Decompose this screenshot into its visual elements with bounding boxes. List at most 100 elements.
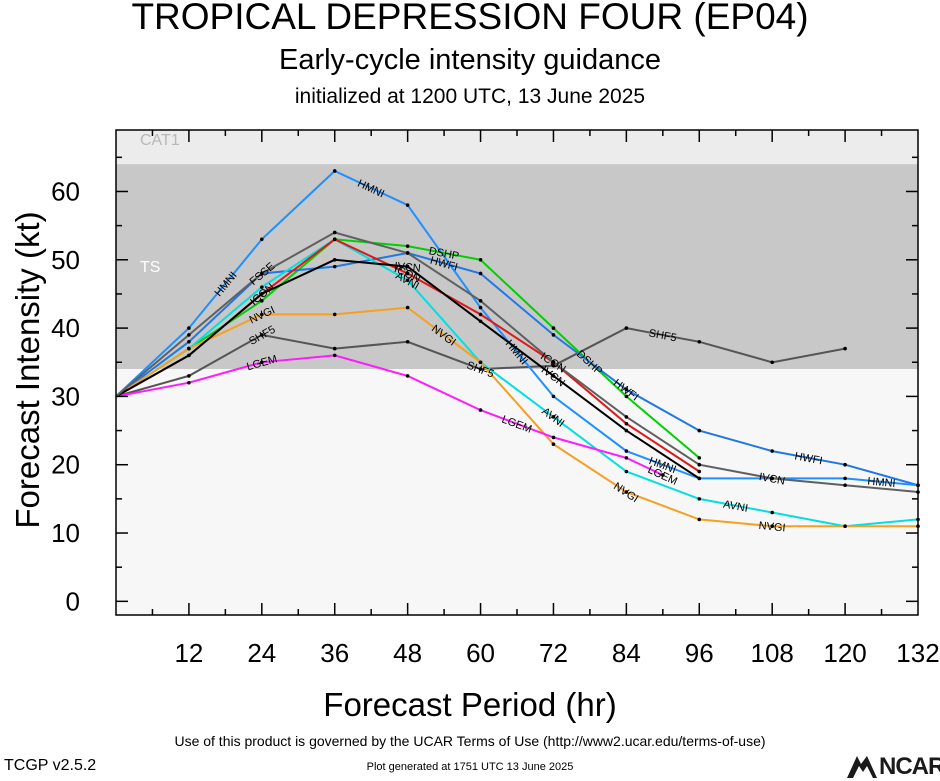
point-icon-8 bbox=[697, 469, 702, 474]
point-fsse-3 bbox=[332, 230, 337, 235]
point-fsse-1 bbox=[187, 333, 191, 337]
point-fsse-8 bbox=[697, 462, 702, 467]
x-tick-label-84: 84 bbox=[612, 638, 641, 668]
point-dshp-6 bbox=[551, 326, 556, 330]
point-hmni-6 bbox=[551, 394, 556, 399]
series-label-hmni-4: HMNI bbox=[867, 475, 896, 490]
point-fsse-6 bbox=[551, 360, 556, 365]
point-lgem-2 bbox=[260, 360, 264, 365]
point-dshp-2 bbox=[260, 298, 264, 303]
point-avni-9 bbox=[770, 510, 774, 515]
point-hmni-2 bbox=[260, 237, 264, 242]
point-fsse-7 bbox=[624, 415, 629, 419]
series-label-hwfi-2: HWFI bbox=[794, 450, 824, 467]
point-ivcn-3 bbox=[332, 257, 337, 262]
point-icon-5 bbox=[478, 312, 483, 317]
point-ivcn-6 bbox=[551, 374, 556, 378]
generated-time: Plot generated at 1751 UTC 13 June 2025 bbox=[366, 761, 574, 773]
point-lgem-6 bbox=[551, 435, 556, 440]
point-hwfi-1 bbox=[187, 339, 191, 344]
band-1 bbox=[116, 164, 918, 370]
y-tick-label-40: 40 bbox=[51, 313, 80, 343]
point-ivcn-4 bbox=[405, 264, 410, 269]
point-avni-4 bbox=[405, 278, 410, 283]
point-hwfi-5 bbox=[478, 271, 483, 276]
y-tick-label-50: 50 bbox=[51, 245, 80, 275]
point-hwfi-6 bbox=[551, 333, 556, 337]
chart-subtitle: Early-cycle intensity guidance bbox=[278, 44, 661, 76]
point-lgem-3 bbox=[332, 353, 337, 358]
x-tick-label-120: 120 bbox=[823, 638, 866, 668]
y-axis-label: Forecast Intensity (kt) bbox=[9, 211, 46, 529]
y-tick-label-30: 30 bbox=[51, 381, 80, 411]
point-avni-2 bbox=[260, 285, 264, 289]
series-label-nvgi-3: NVGI bbox=[758, 520, 786, 534]
series-line-hmni bbox=[115, 169, 919, 487]
terms-of-use: Use of this product is governed by the U… bbox=[174, 733, 766, 749]
point-nvgi-4 bbox=[405, 305, 410, 310]
point-shf5-10 bbox=[843, 346, 847, 351]
point-dshp-7 bbox=[624, 394, 629, 399]
point-lgem-8 bbox=[661, 473, 665, 477]
point-lgem-5 bbox=[478, 408, 483, 412]
point-nvgi-8 bbox=[697, 517, 702, 522]
point-lgem-1 bbox=[187, 380, 191, 385]
point-shf5-2 bbox=[260, 333, 264, 337]
point-ivcn-8 bbox=[697, 476, 702, 481]
point-hwfi-9 bbox=[770, 449, 774, 453]
point-hwfi-8 bbox=[697, 428, 702, 433]
x-tick-label-72: 72 bbox=[539, 638, 568, 668]
point-icon-4 bbox=[405, 271, 410, 276]
series-line-fsse bbox=[115, 231, 919, 493]
point-hmni-4 bbox=[405, 203, 410, 207]
point-ivcn-5 bbox=[478, 319, 483, 324]
version-label: TCGP v2.5.2 bbox=[4, 757, 97, 774]
point-hmni-5 bbox=[478, 305, 483, 310]
y-tick-label-0: 0 bbox=[66, 586, 80, 616]
point-shf5-4 bbox=[405, 339, 410, 344]
point-shf5-9 bbox=[770, 360, 774, 365]
point-hmni-3 bbox=[332, 169, 337, 173]
point-fsse-2 bbox=[260, 271, 264, 276]
point-dshp-4 bbox=[405, 244, 410, 248]
point-nvgi-7 bbox=[624, 490, 629, 494]
point-hmni-10 bbox=[843, 476, 847, 481]
ncar-logo-text: NCAR bbox=[879, 753, 940, 780]
plot-axes: 12 24 36 48 60 72 84 96 108 120 132 0 10 20 30 40 50 60 bbox=[51, 129, 940, 668]
series-label-ivcn-0: IVCN bbox=[394, 260, 421, 274]
series-label-fsse-1: IVCN bbox=[758, 471, 786, 488]
point-avni-6 bbox=[551, 415, 556, 419]
point-nvgi-5 bbox=[478, 360, 483, 365]
point-ivcn-1 bbox=[187, 353, 191, 358]
x-axis-label: Forecast Period (hr) bbox=[323, 686, 617, 723]
point-hwfi-10 bbox=[843, 462, 847, 467]
x-tick-label-132: 132 bbox=[896, 638, 939, 668]
band-label-ts: TS bbox=[140, 259, 160, 276]
point-fsse-10 bbox=[843, 483, 847, 488]
point-nvgi-3 bbox=[332, 312, 337, 317]
point-icon-3 bbox=[332, 237, 337, 242]
series-label-avni-2: AVNI bbox=[722, 499, 749, 515]
series-label-shf5-2: SHF5 bbox=[648, 327, 678, 344]
band-2 bbox=[116, 369, 918, 615]
series-label-dshp-0: DSHP bbox=[428, 245, 460, 262]
point-shf5-1 bbox=[187, 374, 191, 378]
point-hwfi-3 bbox=[332, 264, 337, 269]
point-nvgi-9 bbox=[770, 524, 774, 528]
point-nvgi-2 bbox=[260, 312, 264, 317]
y-tick-label-60: 60 bbox=[51, 176, 80, 206]
point-avni-8 bbox=[697, 497, 702, 501]
point-hmni-1 bbox=[187, 326, 191, 330]
initialized-time: initialized at 1200 UTC, 13 June 2025 bbox=[294, 85, 646, 108]
point-ivcn-2 bbox=[260, 292, 264, 296]
x-tick-label-60: 60 bbox=[466, 638, 495, 668]
point-fsse-5 bbox=[478, 298, 483, 303]
ncar-logo-icon bbox=[847, 756, 877, 778]
point-icon-7 bbox=[624, 421, 629, 426]
y-tick-label-10: 10 bbox=[51, 518, 80, 548]
x-tick-label-96: 96 bbox=[685, 638, 714, 668]
point-lgem-4 bbox=[405, 374, 410, 378]
point-shf5-5 bbox=[478, 367, 483, 371]
x-tick-label-108: 108 bbox=[750, 638, 793, 668]
